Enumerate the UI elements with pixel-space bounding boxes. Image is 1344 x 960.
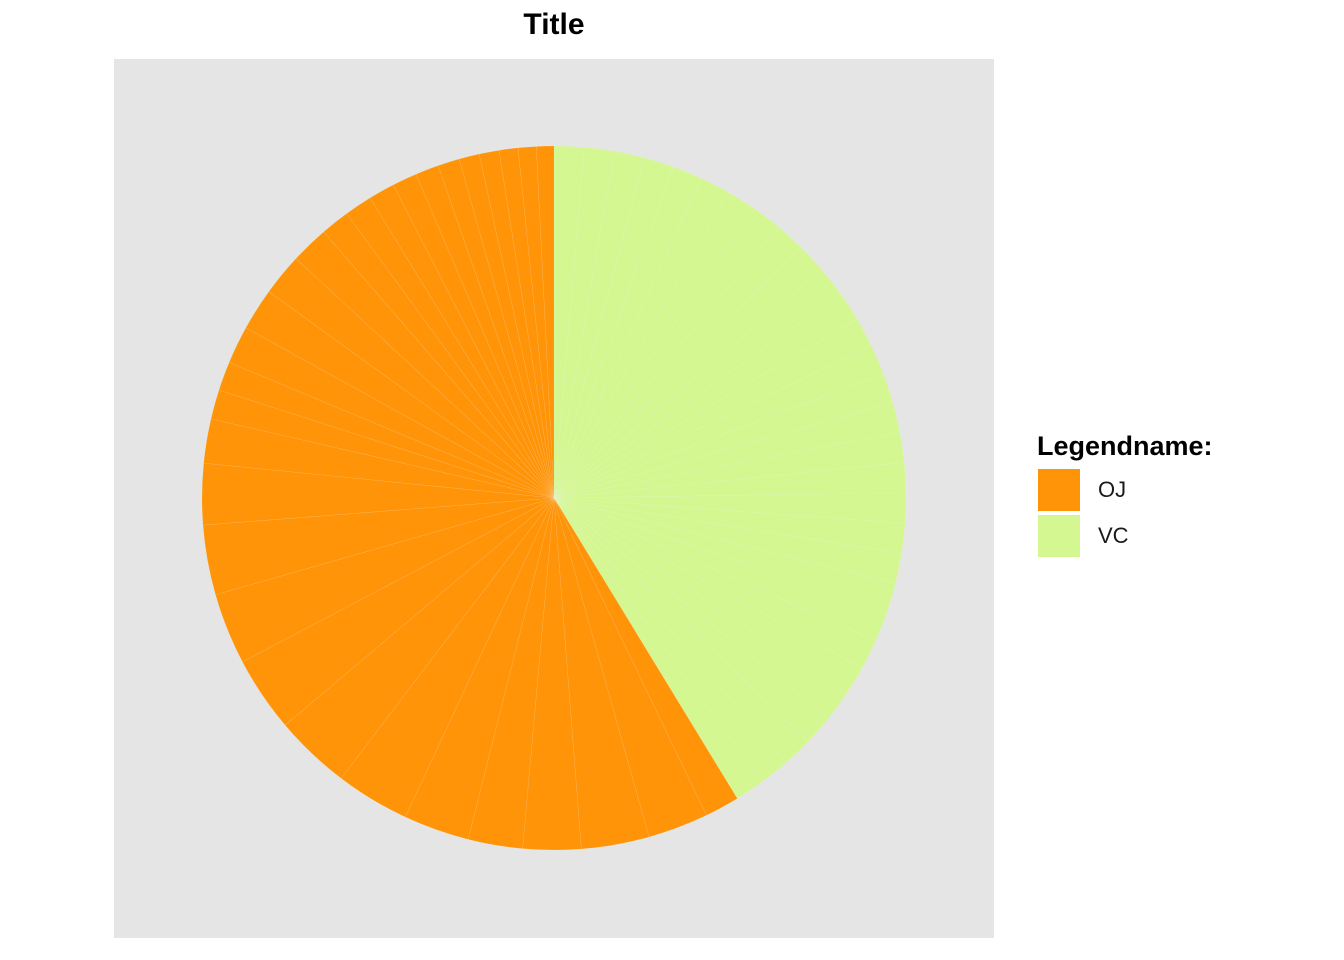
pie-slice-oj-15 <box>218 361 555 499</box>
pie-slice-vc-26 <box>553 497 847 719</box>
pie-slice-oj-21 <box>346 197 555 499</box>
pie-slice-oj-14 <box>210 389 555 499</box>
pie-slice-oj-5 <box>467 497 555 849</box>
pie-slice-vc-18 <box>553 462 907 499</box>
pie-slice-vc-25 <box>553 497 863 695</box>
pie-slice-vc-7 <box>553 191 755 499</box>
pie-slice-vc-29 <box>553 497 787 782</box>
pie-slice-vc-6 <box>553 177 729 499</box>
pie-slice-vc-23 <box>553 497 888 642</box>
pie-slice-oj-4 <box>522 497 582 851</box>
pie-slice-vc-5 <box>553 166 702 499</box>
pie-slice-oj-7 <box>340 497 555 818</box>
pie-slice-oj-30 <box>535 145 555 499</box>
legend-label-oj: OJ <box>1098 477 1127 502</box>
pie-slice-oj-16 <box>228 327 555 499</box>
pie-slice-vc-13 <box>553 318 872 499</box>
pie-slice-oj-29 <box>517 146 555 499</box>
pie-slice-vc-28 <box>553 497 809 763</box>
pie-slice-oj-25 <box>437 158 555 499</box>
pie-slice-oj-26 <box>458 153 555 499</box>
legend-key-vc <box>1037 514 1081 558</box>
pie-slice-oj-11 <box>202 497 555 596</box>
pie-slice-vc-3 <box>553 150 645 499</box>
pie-slice-oj-9 <box>242 497 555 726</box>
pie-slice-oj-1 <box>553 497 738 816</box>
pie-slice-vc-15 <box>553 373 894 499</box>
pie-slice-oj-27 <box>478 149 555 499</box>
pie-slice-vc-21 <box>553 497 902 584</box>
legend: Legendname: OJ VC <box>1037 428 1213 560</box>
pie-slice-vc-14 <box>553 345 884 499</box>
pie-slice-vc-8 <box>553 208 779 499</box>
pie-slice-vc-1 <box>553 145 585 499</box>
pie-slice-vc-12 <box>553 293 858 499</box>
pie-slice-vc-11 <box>553 269 841 499</box>
pie-slice-vc-30 <box>553 497 763 799</box>
chart-title: Title <box>523 8 585 41</box>
pie-slice-vc-2 <box>553 146 615 499</box>
plot-panel <box>114 59 994 938</box>
pie-slice-vc-16 <box>553 402 901 499</box>
pie-slice-oj-3 <box>553 497 650 850</box>
pie-slice-oj-8 <box>284 497 555 779</box>
pie-slice-oj-17 <box>245 291 555 499</box>
pie-slice-oj-20 <box>323 213 555 499</box>
pie-slice-oj-2 <box>553 497 707 838</box>
pie-slice-oj-23 <box>392 173 555 499</box>
pie-slice-vc-4 <box>553 157 674 499</box>
pie-slice-vc-17 <box>553 432 905 499</box>
legend-title: Legendname: <box>1037 431 1213 461</box>
pie-slice-oj-22 <box>369 184 555 499</box>
pie-slice-oj-6 <box>404 497 555 840</box>
pie-slice-vc-19 <box>553 492 907 524</box>
pie-slice-oj-28 <box>498 147 555 499</box>
pie-slice-vc-9 <box>553 226 802 499</box>
pie-slice-oj-24 <box>415 165 555 499</box>
pie-slice-vc-10 <box>553 246 823 499</box>
pie-slice-oj-13 <box>203 418 555 499</box>
legend-label-vc: VC <box>1098 523 1129 548</box>
pie-slice-oj-10 <box>215 497 555 663</box>
pie-slice-oj-12 <box>201 462 555 526</box>
pie-slice-vc-24 <box>553 497 877 669</box>
legend-item-vc: VC <box>1037 514 1213 560</box>
pie-slice-oj-18 <box>268 258 555 499</box>
pie-chart <box>201 145 907 851</box>
pie-slice-vc-27 <box>553 497 829 742</box>
pie-slice-vc-20 <box>553 497 906 554</box>
legend-item-oj: OJ <box>1037 468 1213 514</box>
pie-slice-vc-22 <box>553 497 896 613</box>
pie-slice-oj-19 <box>295 231 555 499</box>
legend-key-oj <box>1037 468 1081 512</box>
